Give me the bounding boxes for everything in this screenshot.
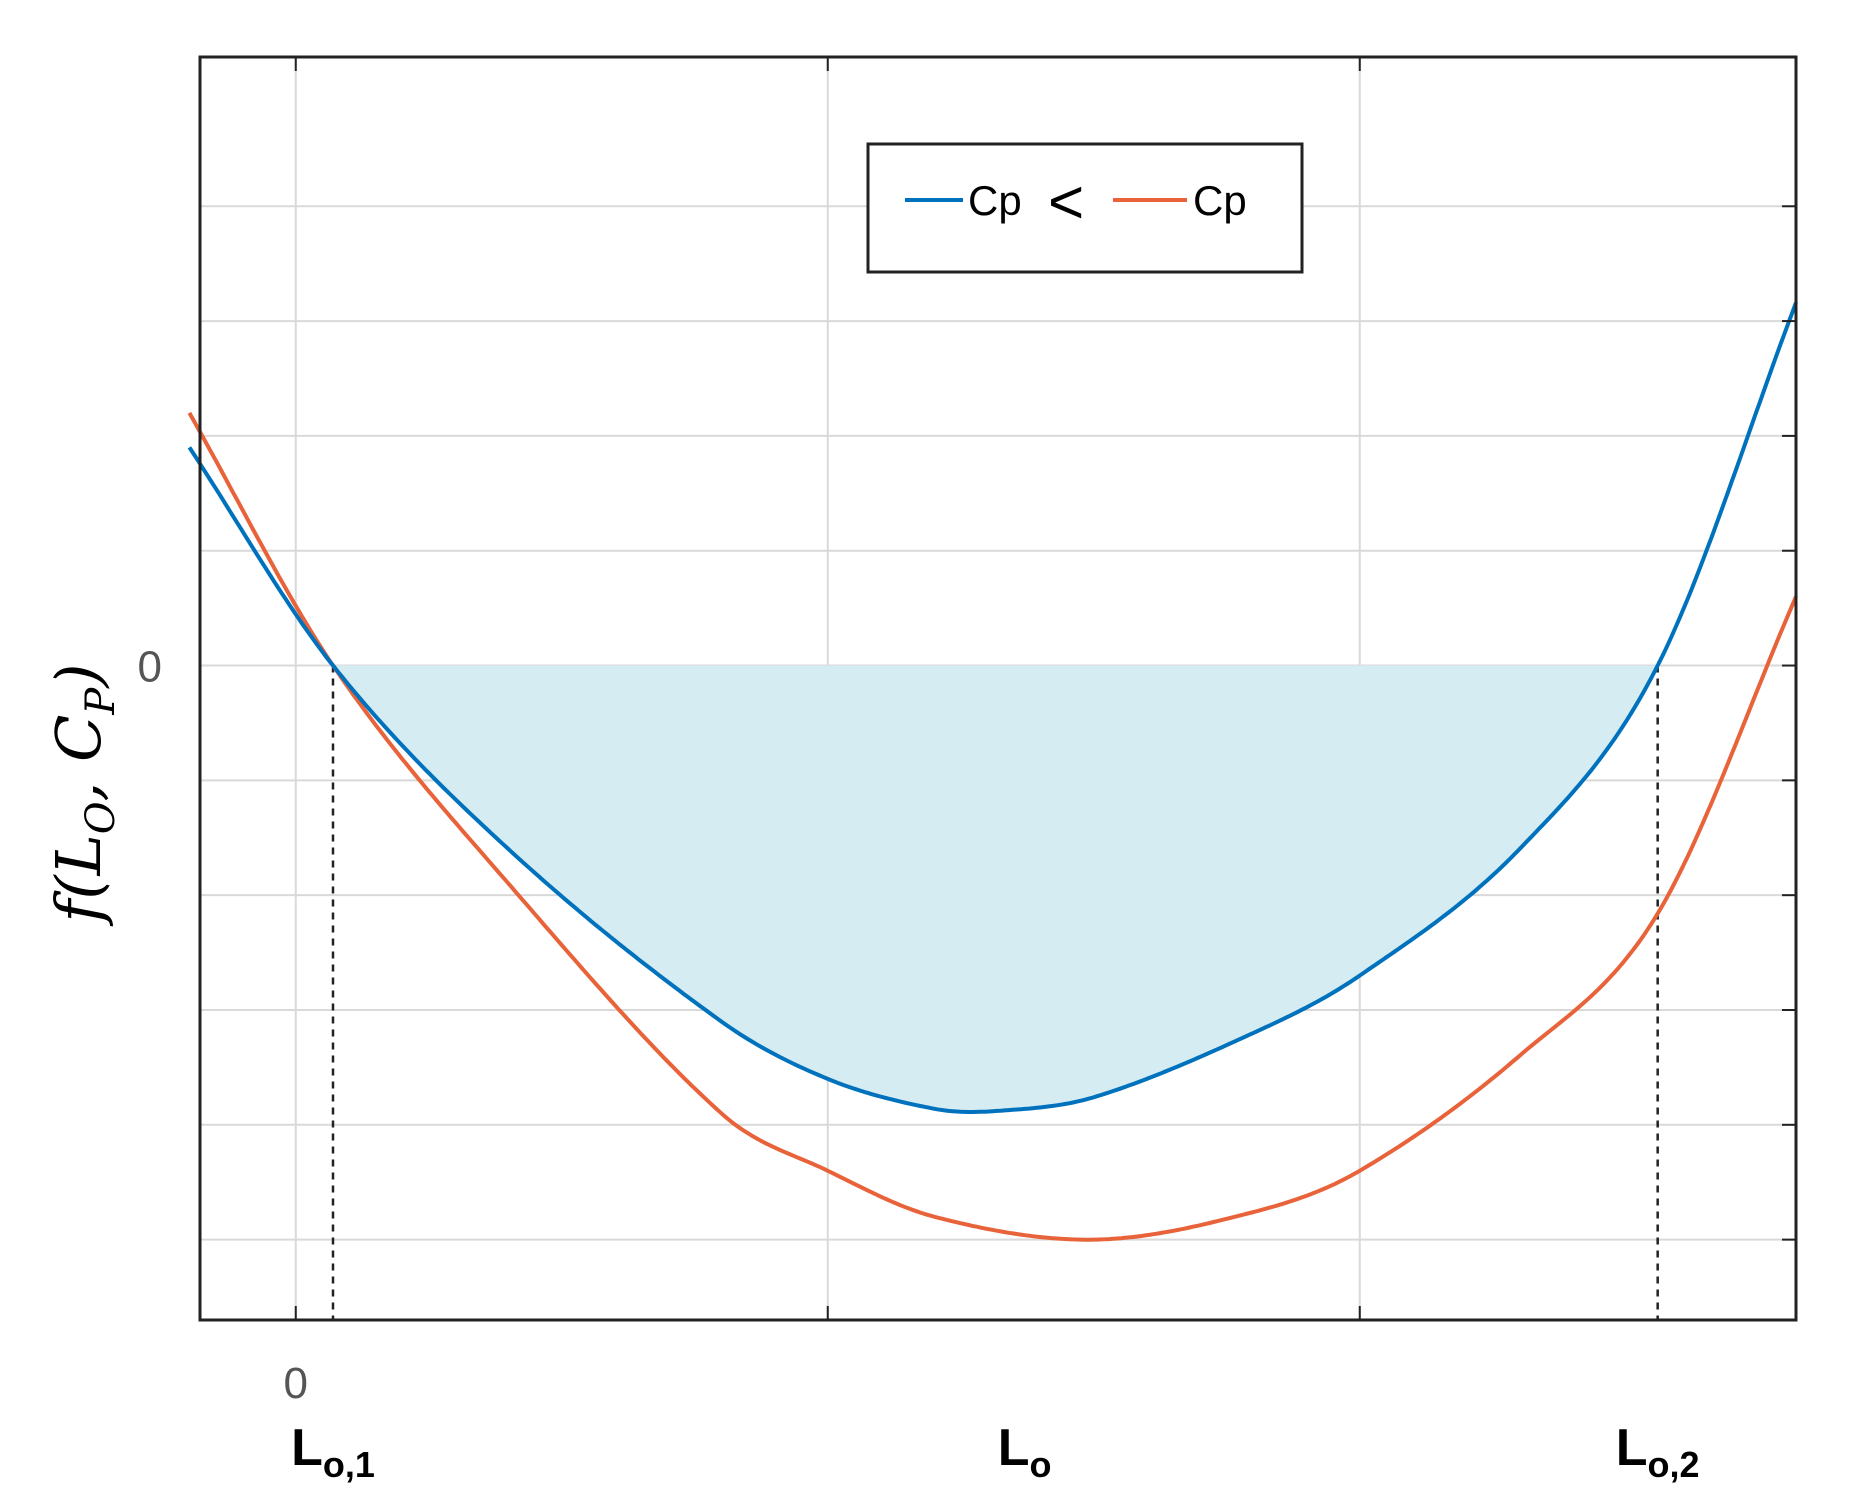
tick-layer xyxy=(294,57,1796,1320)
y-tick-label: 0 xyxy=(138,643,162,692)
series-line-2 xyxy=(187,411,1798,1242)
x-tick-label: 0 xyxy=(284,1359,308,1408)
x-marker-label-sub: o,1 xyxy=(323,1444,375,1485)
shaded-region xyxy=(333,665,1658,1112)
y-axis-label-sub2: P xyxy=(78,687,124,716)
y-axis-label-end: ) xyxy=(42,663,115,689)
grid-layer xyxy=(200,57,1796,1320)
x-center-label: Lo xyxy=(998,1419,1052,1485)
y-axis-label-mid: , C xyxy=(42,715,115,802)
legend-box xyxy=(866,142,1304,274)
legend-label-series-1: Cp xyxy=(968,177,1022,224)
marker-layer xyxy=(331,665,1659,1320)
series-layer xyxy=(187,301,1798,1242)
x-marker-label-sub: o,2 xyxy=(1648,1444,1700,1485)
y-axis-label: f(LO, CP) xyxy=(42,663,124,926)
series-line-1 xyxy=(187,301,1798,1114)
legend-label-series-2: Cp xyxy=(1193,177,1247,224)
y-axis-label-base: f(L xyxy=(42,834,115,926)
plot-frame xyxy=(198,55,1798,1322)
y-axis-label-sub1: O xyxy=(78,801,124,834)
legend: Cp < Cp xyxy=(866,142,1304,274)
legend-separator: < xyxy=(1048,168,1084,237)
x-center-label-sub: o xyxy=(1029,1444,1051,1485)
